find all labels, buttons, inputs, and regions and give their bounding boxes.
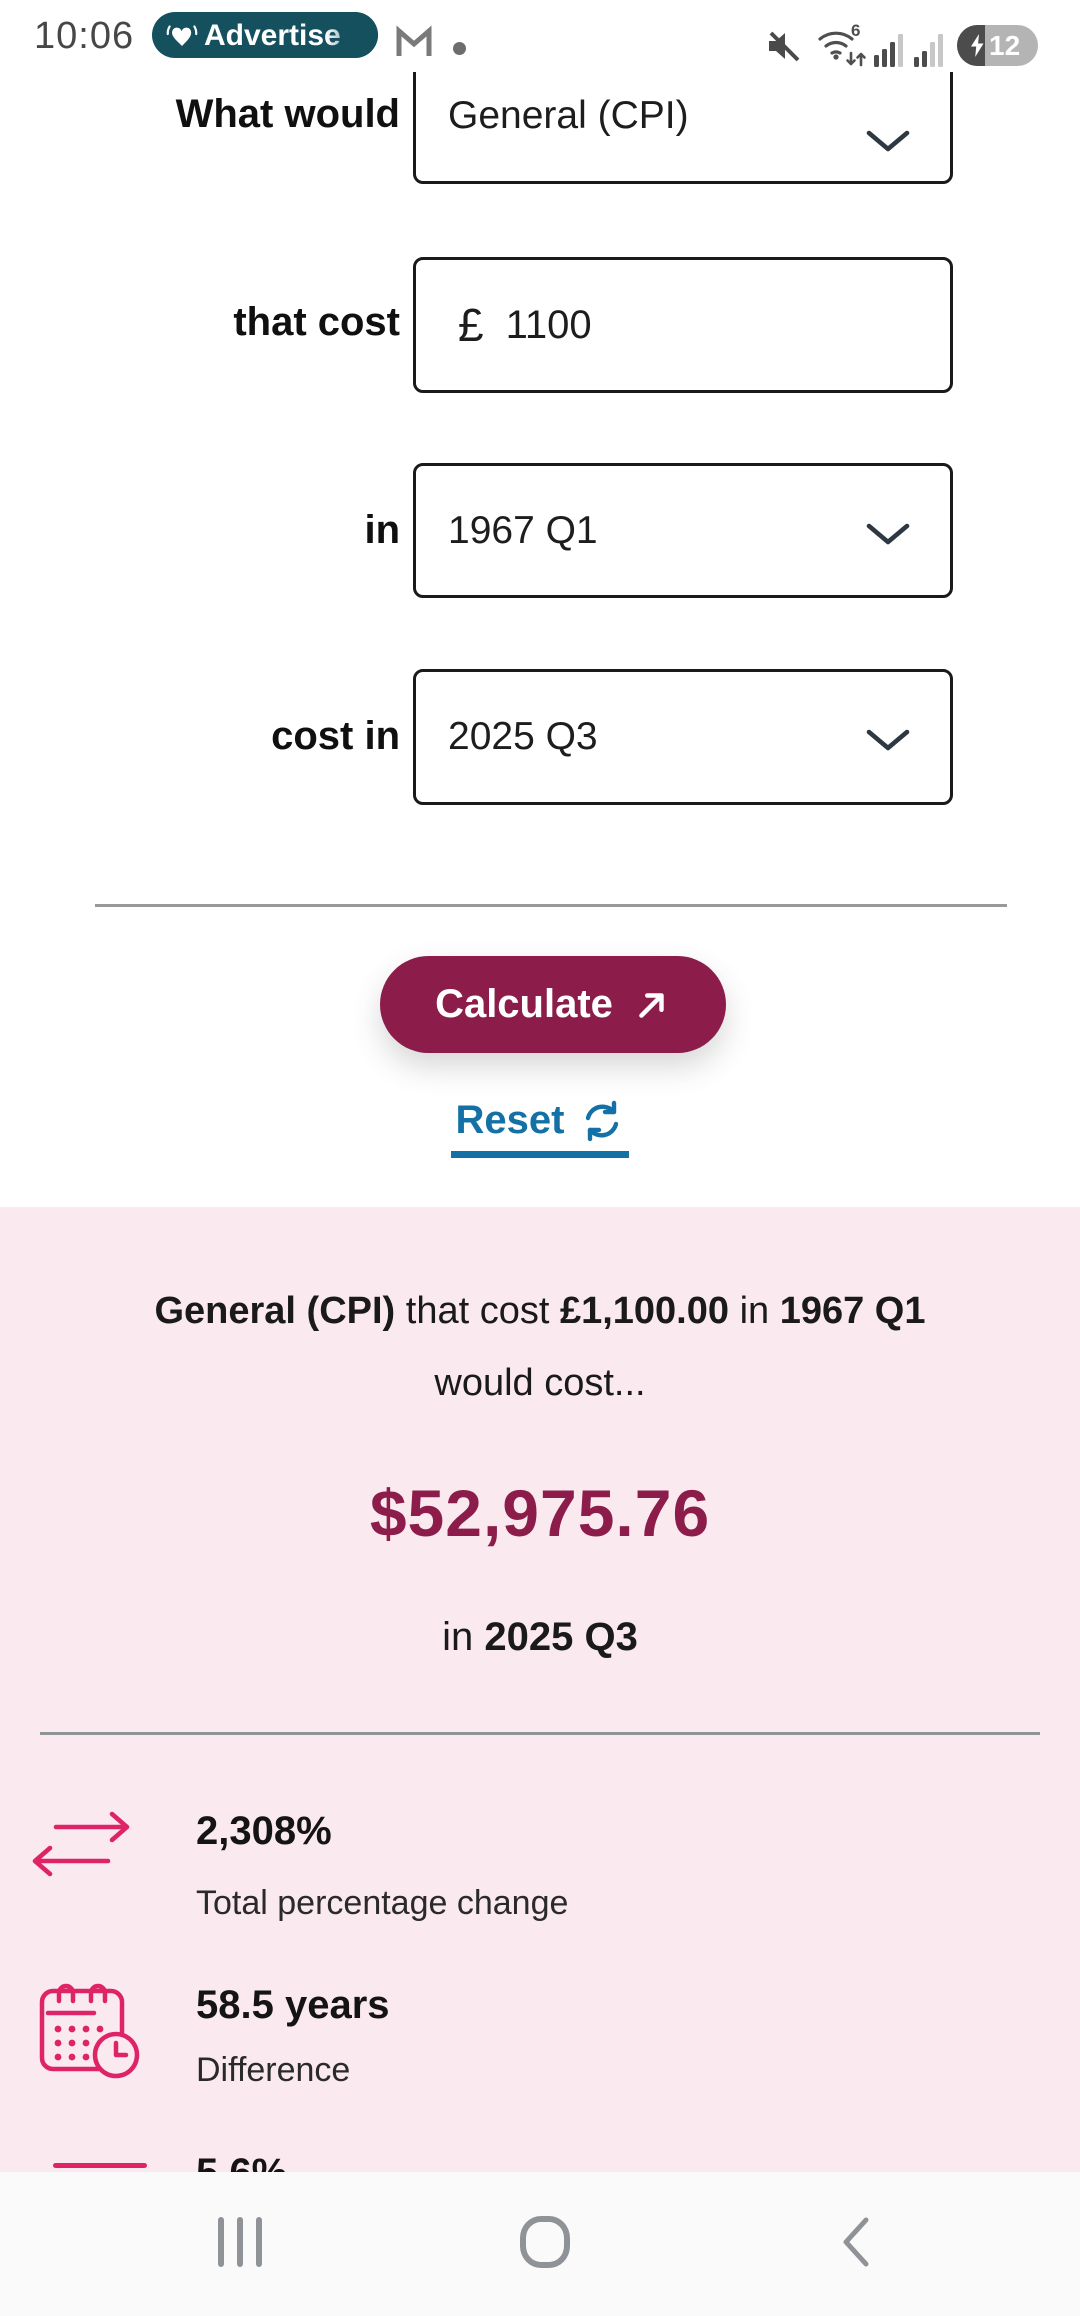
notification-dot-icon xyxy=(453,42,466,55)
status-time: 10:06 xyxy=(34,15,135,57)
result-period-from: 1967 Q1 xyxy=(779,1290,926,1332)
home-icon[interactable] xyxy=(520,2216,570,2268)
result-period-line: in 2025 Q3 xyxy=(442,1615,638,1659)
iheart-logo-icon xyxy=(165,22,199,54)
result-amount: $52,975.76 xyxy=(369,1476,711,1550)
stat-years-label: Difference xyxy=(196,2051,351,2089)
battery-charging-icon: 12 xyxy=(957,25,1038,66)
from-period-value: 1967 Q1 xyxy=(448,508,598,552)
amount-input[interactable] xyxy=(503,301,834,349)
form-divider xyxy=(95,904,1007,907)
signal-bars-icon xyxy=(912,30,946,73)
battery-percent: 12 xyxy=(989,30,1021,61)
result-period-to: 2025 Q3 xyxy=(484,1615,638,1659)
reset-label: Reset xyxy=(455,1098,565,1142)
category-select-value: General (CPI) xyxy=(448,94,689,137)
trend-line-icon xyxy=(53,2163,147,2168)
wifi6-icon: 6 xyxy=(814,21,868,75)
recents-icon[interactable] xyxy=(218,2217,262,2267)
calendar-clock-icon xyxy=(32,1971,144,2088)
android-nav-bar xyxy=(0,2172,1080,2316)
reset-underline xyxy=(451,1151,629,1158)
sync-icon xyxy=(580,1099,624,1143)
currency-symbol: £ xyxy=(458,299,484,351)
stat-years-value: 58.5 years xyxy=(196,1983,390,2027)
signal-bars-icon xyxy=(872,30,906,73)
calculate-button[interactable]: Calculate xyxy=(380,956,726,1053)
gmail-m-icon xyxy=(392,22,436,67)
calculate-label: Calculate xyxy=(435,982,613,1026)
reset-link[interactable]: Reset xyxy=(0,1098,1080,1158)
lightning-bolt-icon xyxy=(969,33,985,63)
stat-percent-value: 2,308% xyxy=(196,1809,332,1853)
result-amount-from: £1,100.00 xyxy=(559,1290,730,1332)
mute-icon xyxy=(766,28,802,69)
result-category: General (CPI) xyxy=(154,1290,396,1332)
stat-percent-label: Total percentage change xyxy=(196,1884,569,1922)
notification-badge[interactable]: Advertise xyxy=(152,12,378,58)
arrow-up-right-icon xyxy=(633,986,671,1024)
swap-arrows-icon xyxy=(28,1803,146,1888)
field-label-what-would: What would xyxy=(175,92,400,136)
result-panel: General (CPI) that cost £1,100.00 in 196… xyxy=(0,1207,1080,2195)
badge-fade xyxy=(326,12,378,58)
amount-field[interactable]: £ xyxy=(413,257,953,393)
result-sentence: General (CPI) that cost £1,100.00 in 196… xyxy=(154,1290,926,1404)
chevron-down-icon xyxy=(866,522,910,551)
notification-badge-label: Advertise xyxy=(204,19,341,52)
from-period-select[interactable]: 1967 Q1 xyxy=(413,463,953,598)
status-bar: 10:06 Advertise xyxy=(0,0,1080,72)
to-period-select[interactable]: 2025 Q3 xyxy=(413,669,953,805)
field-label-cost-in: cost in xyxy=(271,714,400,758)
field-label-in: in xyxy=(364,508,400,552)
svg-text:6: 6 xyxy=(851,22,860,40)
result-divider xyxy=(40,1732,1040,1735)
to-period-value: 2025 Q3 xyxy=(448,715,598,758)
chevron-down-icon xyxy=(866,728,910,757)
back-icon[interactable] xyxy=(838,2216,874,2273)
field-label-that-cost: that cost xyxy=(233,300,400,344)
chevron-down-icon xyxy=(866,129,910,158)
